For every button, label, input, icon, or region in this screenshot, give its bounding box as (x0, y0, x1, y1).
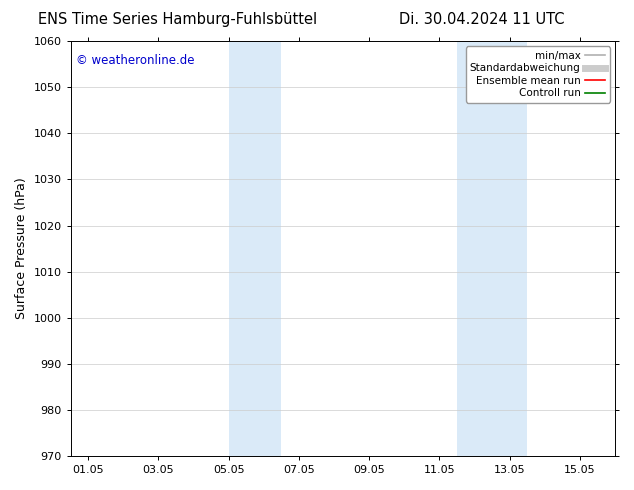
Y-axis label: Surface Pressure (hPa): Surface Pressure (hPa) (15, 178, 28, 319)
Bar (229, 41, 281, 456)
Text: ENS Time Series Hamburg-Fuhlsbüttel: ENS Time Series Hamburg-Fuhlsbüttel (38, 12, 317, 27)
Legend: min/max, Standardabweichung, Ensemble mean run, Controll run: min/max, Standardabweichung, Ensemble me… (465, 47, 610, 102)
Text: Di. 30.04.2024 11 UTC: Di. 30.04.2024 11 UTC (399, 12, 565, 27)
Bar (457, 41, 527, 456)
Text: © weatheronline.de: © weatheronline.de (76, 54, 195, 67)
